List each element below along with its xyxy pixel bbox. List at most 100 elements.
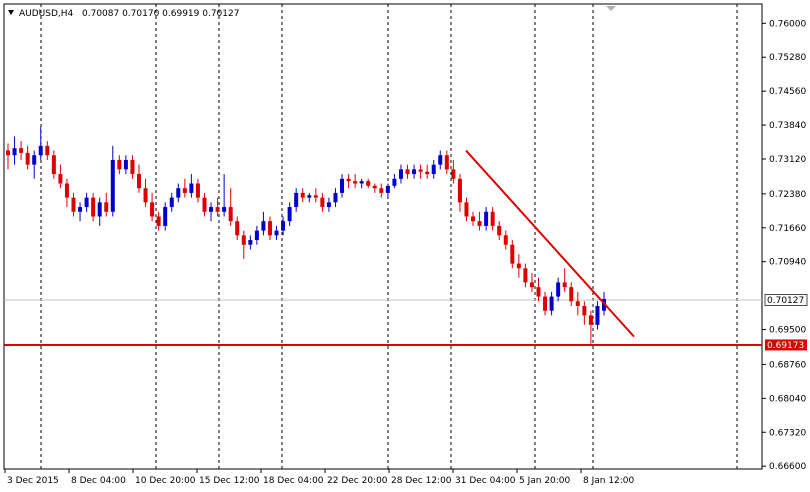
y-tick-label: 0.66600 xyxy=(769,462,806,472)
grid-layer xyxy=(40,4,738,469)
candle xyxy=(516,254,521,278)
chart-menu-icon[interactable] xyxy=(8,10,14,15)
support-price-label: 0.69173 xyxy=(767,341,804,351)
candle xyxy=(38,126,43,160)
y-axis: 0.76000 0.75280 0.74560 0.73840 0.73120 0.723… xyxy=(762,19,806,472)
candle xyxy=(313,188,318,203)
y-tick-label: 0.74560 xyxy=(769,87,806,97)
candle-body xyxy=(405,169,410,175)
candle xyxy=(12,136,17,165)
candle xyxy=(379,183,384,198)
candle xyxy=(588,310,593,344)
candle xyxy=(340,174,345,198)
y-tick-label: 0.67320 xyxy=(769,428,806,438)
candle xyxy=(287,202,292,226)
candle xyxy=(569,282,574,306)
candle-body xyxy=(379,188,384,193)
candle-body xyxy=(353,181,358,184)
x-tick-label: 10 Dec 20:00 xyxy=(135,476,196,486)
candle xyxy=(222,174,227,217)
candle-body xyxy=(543,296,548,311)
y-tick-label: 0.68040 xyxy=(769,394,806,404)
candle-body xyxy=(556,282,561,297)
candle-body xyxy=(307,195,312,198)
scroll-marker-icon[interactable] xyxy=(606,6,616,11)
candle xyxy=(117,155,122,175)
candle-body xyxy=(143,188,148,203)
candle-body xyxy=(516,263,521,269)
candle-body xyxy=(104,202,109,212)
current-price-tag: 0.70127 xyxy=(764,294,808,306)
candle-body xyxy=(582,305,587,316)
candle-body xyxy=(497,225,502,236)
y-tick-label: 0.72380 xyxy=(769,190,806,200)
candle xyxy=(326,197,331,212)
candle xyxy=(64,178,69,208)
candle-body xyxy=(340,178,345,193)
candle-body xyxy=(58,174,63,184)
candle-body xyxy=(64,183,69,198)
candle xyxy=(438,150,443,170)
candle-body xyxy=(78,207,83,212)
candle xyxy=(202,192,207,217)
candle xyxy=(91,192,96,222)
candle xyxy=(130,155,135,179)
trendline[interactable] xyxy=(465,149,635,338)
candle-body xyxy=(536,287,541,297)
candle-body xyxy=(359,181,364,184)
candle-body xyxy=(182,188,187,193)
candle-body xyxy=(130,159,135,175)
x-tick-label: 5 Jan 20:00 xyxy=(519,476,571,486)
candle-body xyxy=(490,211,495,226)
candle-body xyxy=(569,287,574,302)
candle-body xyxy=(431,164,436,175)
candle xyxy=(19,141,24,160)
candle xyxy=(398,164,403,184)
candle xyxy=(425,164,430,179)
candle-body xyxy=(156,216,161,226)
candle xyxy=(78,202,83,222)
candle xyxy=(582,301,587,325)
candle-body xyxy=(333,192,338,203)
candle-body xyxy=(222,207,227,212)
candle xyxy=(431,159,436,179)
y-tick-label: 0.73840 xyxy=(769,121,806,131)
candle xyxy=(510,240,515,269)
candle xyxy=(209,202,214,222)
candle-body xyxy=(25,152,30,165)
candle xyxy=(353,174,358,189)
candle-body xyxy=(169,197,174,208)
candle xyxy=(418,164,423,179)
y-tick-label: 0.69500 xyxy=(769,326,806,336)
candle xyxy=(333,188,338,208)
candle xyxy=(444,150,449,175)
candle xyxy=(71,192,76,217)
candle-body xyxy=(366,181,371,186)
candle-body xyxy=(503,235,508,245)
candle-body xyxy=(451,169,456,179)
candle-body xyxy=(529,282,534,288)
candle xyxy=(267,216,272,241)
candle-body xyxy=(471,216,476,222)
candle-body xyxy=(549,296,554,311)
candle-body xyxy=(523,268,528,283)
candle-body xyxy=(588,315,593,325)
x-axis: 3 Dec 2015 8 Dec 04:00 10 Dec 20:00 15 Dec … xyxy=(4,469,635,486)
candle-body xyxy=(392,178,397,186)
candle-body xyxy=(163,207,168,226)
candle xyxy=(497,221,502,241)
candle xyxy=(575,291,580,316)
y-tick-label: 0.70940 xyxy=(769,258,806,268)
candle-body xyxy=(595,305,600,325)
candle xyxy=(32,150,37,179)
candle-body xyxy=(254,230,259,241)
candle xyxy=(477,211,482,231)
candle xyxy=(274,225,279,241)
candle-body xyxy=(385,185,390,193)
candle-body xyxy=(150,202,155,217)
trend-layer xyxy=(465,149,635,338)
candle xyxy=(248,235,253,250)
candle xyxy=(45,141,50,160)
